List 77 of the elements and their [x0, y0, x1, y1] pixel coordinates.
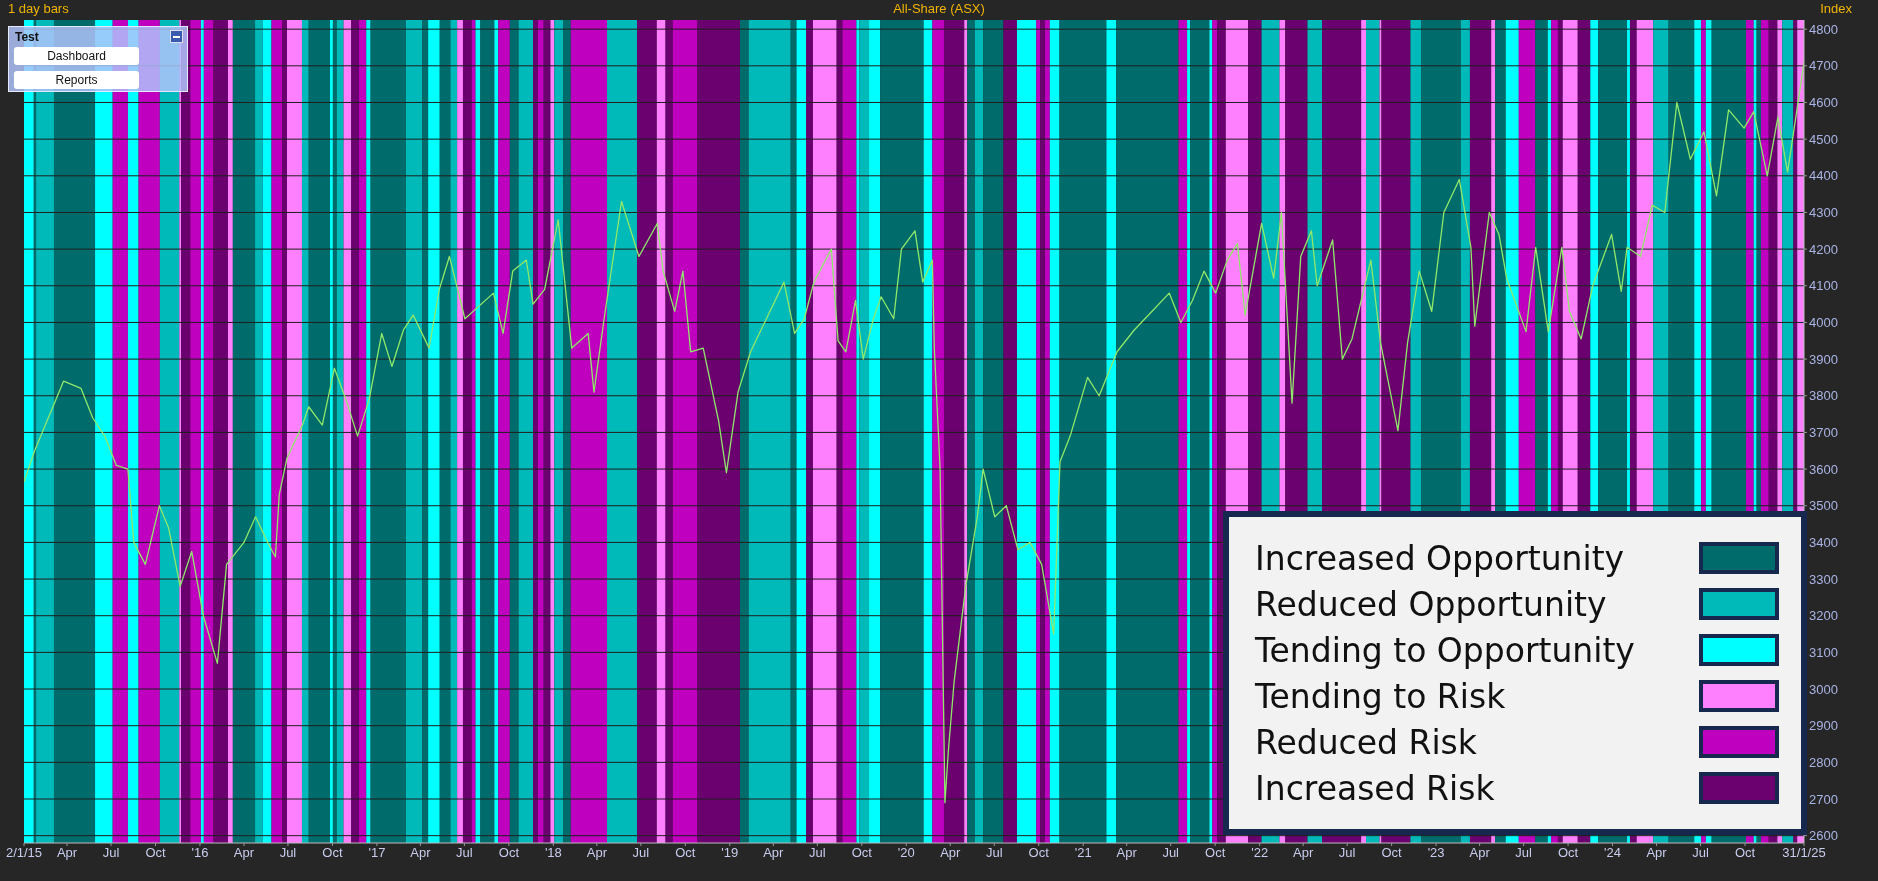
annotation: Reduced Opportunity	[1255, 584, 1607, 624]
x-tick-label: Apr	[1646, 845, 1668, 861]
x-tick-label: Jul	[1162, 845, 1180, 861]
y-tick-label: 2600	[1809, 828, 1838, 844]
x-tick-label: Oct	[498, 845, 520, 861]
annotation: Tending to Risk	[1255, 676, 1506, 716]
x-tick-label: Jul	[456, 845, 473, 861]
y-tick-label: 3500	[1809, 498, 1838, 514]
y-tick-label: 3600	[1809, 461, 1838, 477]
x-tick-label: Apr	[940, 845, 962, 861]
text: 1 day bars	[8, 1, 69, 16]
x-tick-label: '20	[897, 845, 915, 861]
x-tick-label: Apr	[1293, 845, 1314, 861]
x-tick-label: '22	[1251, 845, 1269, 861]
annotation: Tending to Opportunity	[1255, 630, 1635, 670]
y-tick-label: 4800	[1809, 21, 1838, 37]
annotation: Reports	[55, 73, 98, 87]
x-tick-label: Jul	[1515, 845, 1533, 861]
x-tick-label: Jul	[809, 845, 826, 861]
x-tick-label: Oct	[1557, 845, 1579, 861]
x-tick-label: Oct	[675, 845, 696, 861]
chart-title: All-Share (ASX)	[893, 1, 985, 16]
y-tick-label: 3300	[1809, 571, 1838, 587]
y-tick-label: 4200	[1809, 241, 1838, 257]
annotation: Increased Risk	[1255, 768, 1495, 808]
x-tick-label: Jul	[1338, 845, 1356, 861]
y-tick-label: 3200	[1809, 608, 1838, 624]
x-tick-label: 2/1/15	[5, 845, 43, 861]
x-tick-label: Oct	[1381, 845, 1403, 861]
x-tick-label: Apr	[763, 845, 785, 861]
x-tick-label: '21	[1074, 845, 1092, 861]
x-tick-label: '18	[544, 845, 562, 861]
annotation: Dashboard	[47, 49, 106, 63]
y-tick-label: 4700	[1809, 58, 1838, 74]
x-tick-label: Jul	[102, 845, 120, 861]
y-tick-label: 3800	[1809, 388, 1838, 404]
x-tick-label: '16	[191, 845, 209, 861]
y-tick-label: 4400	[1809, 168, 1838, 184]
x-tick-label: Jul	[279, 845, 297, 861]
annotation: Test	[15, 30, 39, 44]
y-tick-label: 4300	[1809, 205, 1838, 221]
x-tick-label: 31/1/25	[1782, 845, 1826, 861]
annotation: Increased Opportunity	[1255, 538, 1625, 578]
x-tick-label: Oct	[1205, 845, 1226, 861]
y-tick-label: 3000	[1809, 681, 1838, 697]
x-tick-label: Apr	[586, 845, 608, 861]
y-tick-label: 2700	[1809, 791, 1838, 807]
x-tick-label: Jul	[632, 845, 650, 861]
x-tick-label: '17	[368, 845, 386, 861]
y-tick-label: 4000	[1809, 315, 1838, 331]
x-tick-label: Oct	[1028, 845, 1050, 861]
y-tick-label: 3700	[1809, 425, 1838, 441]
x-tick-label: Oct	[1734, 845, 1756, 861]
annotation: Reduced Risk	[1255, 722, 1477, 762]
y-tick-label: 2900	[1809, 718, 1838, 734]
y-tick-label: 4100	[1809, 278, 1838, 294]
y-axis-title: Index	[1820, 1, 1852, 16]
y-tick-label: 2800	[1809, 754, 1838, 770]
x-tick-label: Apr	[1116, 845, 1138, 861]
y-tick-label: 4600	[1809, 95, 1838, 111]
x-tick-label: Apr	[410, 845, 432, 861]
control-panel: Test Dashboard Reports	[8, 26, 188, 92]
y-tick-label: 3100	[1809, 644, 1838, 660]
x-tick-label: Oct	[322, 845, 343, 861]
y-tick-label: 3400	[1809, 535, 1838, 551]
x-tick-label: Jul	[1692, 845, 1709, 861]
y-tick-label: 3900	[1809, 351, 1838, 367]
x-tick-label: Apr	[56, 845, 78, 861]
y-tick-label: 4500	[1809, 131, 1838, 147]
x-tick-label: Jul	[985, 845, 1003, 861]
x-tick-label: Oct	[851, 845, 873, 861]
x-tick-label: '23	[1427, 845, 1445, 861]
x-tick-label: '24	[1604, 845, 1622, 861]
x-tick-label: Apr	[1469, 845, 1491, 861]
x-tick-label: Oct	[145, 845, 166, 861]
x-tick-label: '19	[721, 845, 739, 861]
x-tick-label: Apr	[233, 845, 255, 861]
